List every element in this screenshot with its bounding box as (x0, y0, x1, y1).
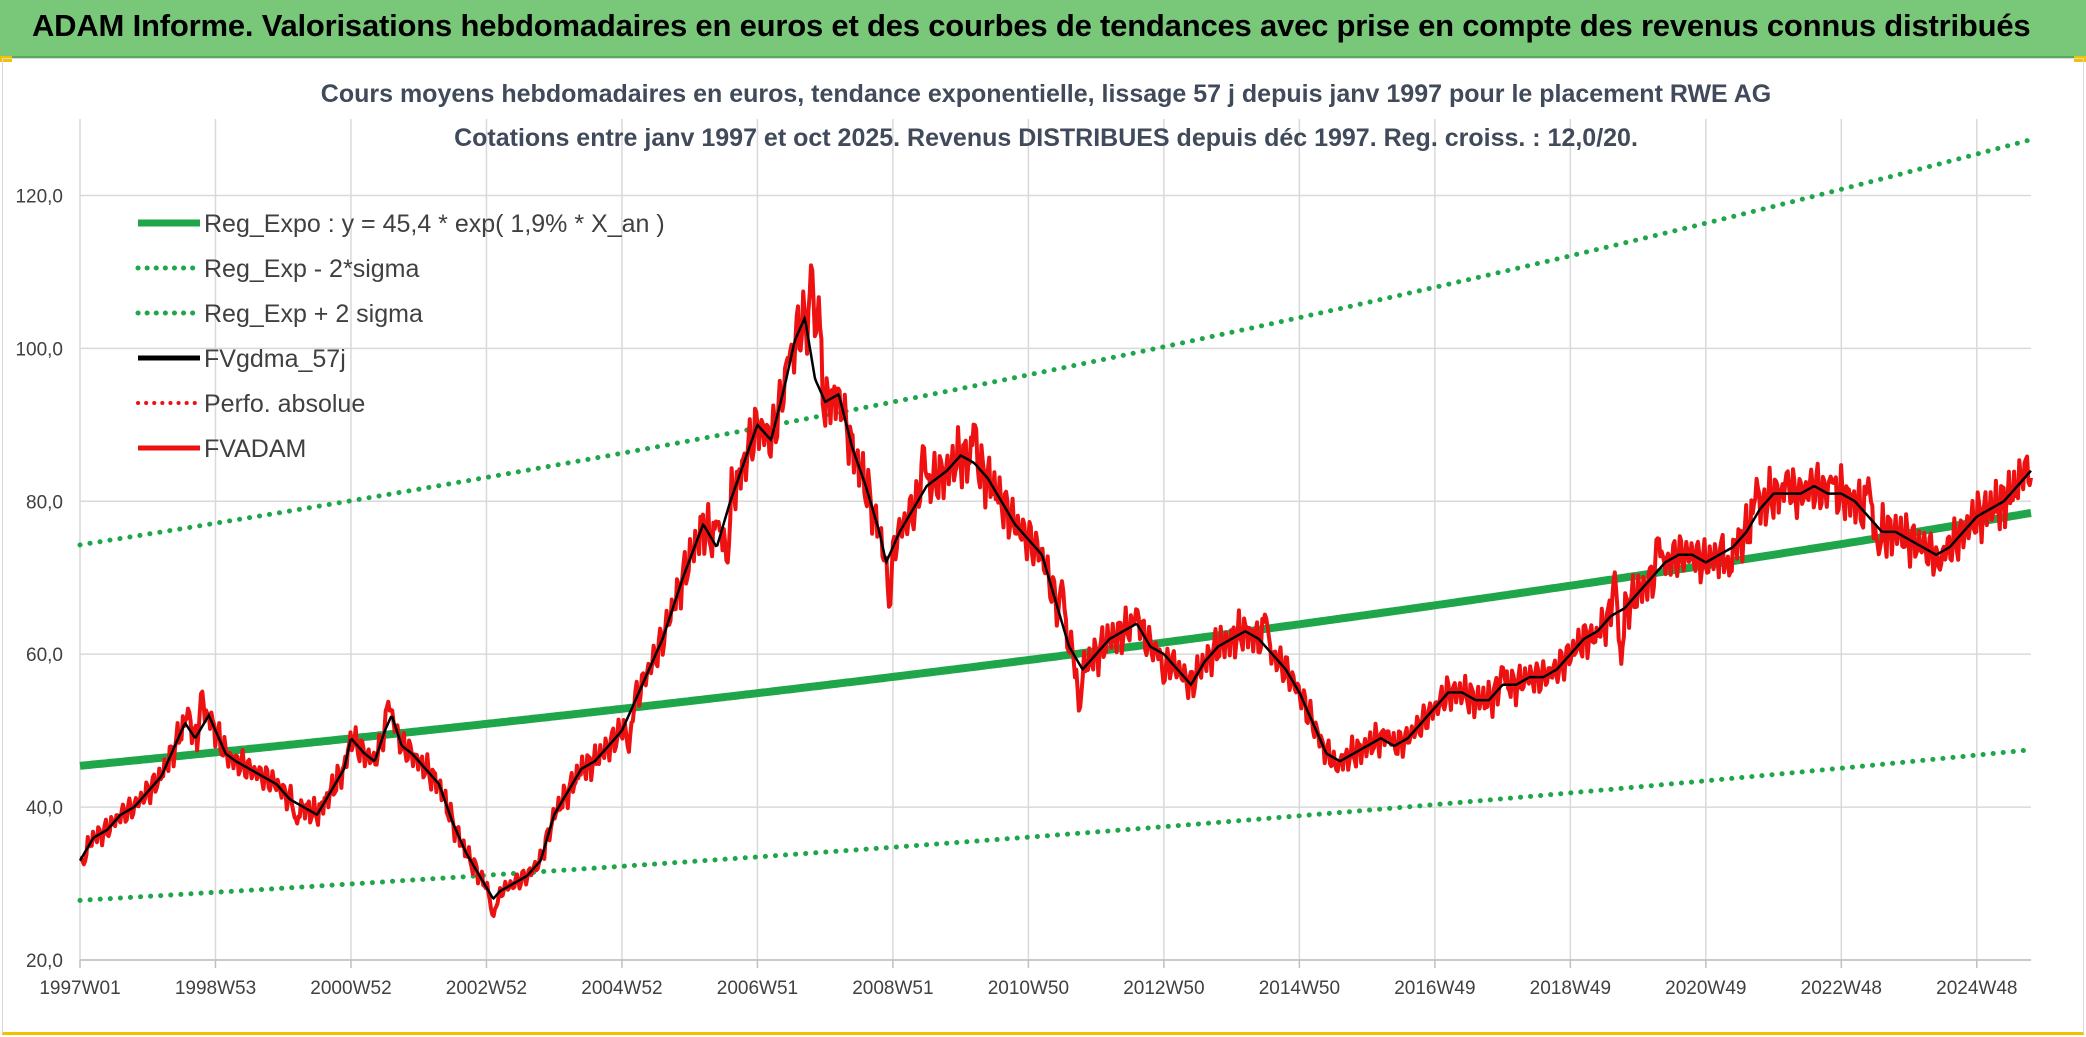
series-fvadam (79, 263, 2033, 918)
legend-label-smooth: FVgdma_57j (204, 345, 346, 373)
legend-label-lower: Reg_Exp - 2*sigma (204, 255, 419, 283)
x-tick-label: 1997W01 (39, 978, 120, 999)
y-tick-label: 20,0 (26, 951, 63, 972)
x-tick-label: 2014W50 (1259, 978, 1340, 999)
y-tick-label: 60,0 (26, 645, 63, 666)
corner-accent-top-right (2074, 56, 2086, 62)
chart-title-line-1: Cours moyens hebdomadaires en euros, ten… (321, 80, 1771, 108)
x-tick-label: 2008W51 (852, 978, 933, 999)
series-fvgdma-57j (78, 314, 2032, 901)
legend: Reg_Expo : y = 45,4 * exp( 1,9% * X_an )… (135, 210, 665, 463)
x-tick-label: 2006W51 (717, 978, 798, 999)
x-tick-label: 2002W52 (446, 978, 527, 999)
x-tick-label: 2022W48 (1801, 978, 1882, 999)
y-tick-label: 100,0 (15, 339, 63, 360)
x-tick-label: 2018W49 (1530, 978, 1611, 999)
series-layer (77, 137, 2034, 918)
price-chart: 20,0 40,0 60,0 80,0 100,0 120,0 1997W01 1998W53… (15, 80, 2034, 999)
legend-label-upper: Reg_Exp + 2 sigma (204, 300, 423, 328)
chart-area: 20,0 40,0 60,0 80,0 100,0 120,0 1997W01 1998W53… (2, 58, 2084, 1035)
x-tick-label: 2012W50 (1123, 978, 1204, 999)
report-header-banner: ADAM Informe. Valorisations hebdomadaire… (0, 0, 2086, 58)
x-tick-label: 2020W49 (1665, 978, 1746, 999)
x-tick-label: 2024W48 (1936, 978, 2017, 999)
x-tick-label: 2004W52 (581, 978, 662, 999)
report-title: ADAM Informe. Valorisations hebdomadaire… (32, 8, 2031, 43)
series-lower-band (77, 747, 2034, 903)
axis-ticks: 20,0 40,0 60,0 80,0 100,0 120,0 1997W01 1998W53… (15, 186, 2031, 999)
legend-label-perf: Perfo. absolue (204, 390, 365, 418)
series-upper-band (77, 137, 2034, 548)
chart-title-line-2: Cotations entre janv 1997 et oct 2025. R… (454, 124, 1638, 152)
corner-accent-top-left (0, 56, 12, 62)
y-tick-label: 80,0 (26, 492, 63, 513)
y-tick-label: 120,0 (15, 186, 63, 207)
y-tick-label: 40,0 (26, 798, 63, 819)
gridlines (79, 119, 2031, 961)
x-tick-label: 2000W52 (310, 978, 391, 999)
x-tick-label: 2010W50 (988, 978, 1069, 999)
legend-label-trend: Reg_Expo : y = 45,4 * exp( 1,9% * X_an ) (204, 210, 665, 238)
x-tick-label: 1998W53 (175, 978, 256, 999)
x-tick-label: 2016W49 (1394, 978, 1475, 999)
legend-label-price: FVADAM (204, 435, 306, 463)
